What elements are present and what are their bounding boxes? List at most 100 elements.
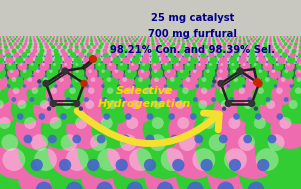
Circle shape bbox=[103, 40, 106, 43]
Circle shape bbox=[274, 42, 277, 46]
Circle shape bbox=[215, 49, 219, 53]
Circle shape bbox=[158, 56, 160, 57]
Circle shape bbox=[160, 67, 163, 70]
Circle shape bbox=[144, 36, 146, 38]
Circle shape bbox=[280, 36, 282, 38]
Circle shape bbox=[277, 38, 279, 40]
Circle shape bbox=[0, 36, 1, 38]
Circle shape bbox=[32, 87, 38, 94]
Circle shape bbox=[135, 52, 141, 58]
Circle shape bbox=[176, 52, 182, 58]
Circle shape bbox=[192, 36, 194, 38]
Circle shape bbox=[194, 135, 203, 143]
Circle shape bbox=[111, 52, 117, 58]
Circle shape bbox=[82, 61, 84, 63]
Circle shape bbox=[128, 69, 131, 73]
Circle shape bbox=[189, 38, 192, 40]
Circle shape bbox=[288, 38, 291, 40]
Circle shape bbox=[64, 42, 68, 46]
Circle shape bbox=[11, 40, 14, 43]
Circle shape bbox=[170, 77, 175, 82]
Circle shape bbox=[166, 74, 182, 90]
Circle shape bbox=[0, 45, 2, 49]
Circle shape bbox=[170, 38, 173, 40]
Circle shape bbox=[0, 67, 6, 79]
Circle shape bbox=[246, 45, 250, 49]
Circle shape bbox=[296, 77, 301, 82]
Circle shape bbox=[27, 77, 32, 82]
Circle shape bbox=[13, 87, 19, 94]
Circle shape bbox=[4, 45, 8, 49]
Circle shape bbox=[276, 113, 283, 120]
Circle shape bbox=[31, 134, 48, 151]
Circle shape bbox=[129, 148, 152, 171]
Circle shape bbox=[132, 38, 135, 40]
Circle shape bbox=[43, 61, 45, 63]
Circle shape bbox=[290, 84, 293, 88]
Circle shape bbox=[83, 56, 92, 64]
Circle shape bbox=[14, 42, 17, 46]
Circle shape bbox=[181, 56, 188, 64]
Circle shape bbox=[25, 56, 33, 64]
Circle shape bbox=[217, 182, 234, 189]
Circle shape bbox=[161, 36, 163, 38]
Circle shape bbox=[285, 69, 288, 73]
Circle shape bbox=[179, 49, 185, 53]
Circle shape bbox=[291, 40, 294, 43]
Circle shape bbox=[27, 56, 29, 57]
Circle shape bbox=[247, 40, 250, 43]
Circle shape bbox=[138, 67, 150, 79]
Circle shape bbox=[289, 42, 293, 46]
Point bbox=[237, 70, 242, 73]
Circle shape bbox=[111, 61, 113, 63]
Circle shape bbox=[63, 36, 65, 38]
Circle shape bbox=[119, 52, 125, 58]
Circle shape bbox=[185, 38, 188, 40]
Circle shape bbox=[121, 36, 123, 38]
Circle shape bbox=[254, 38, 256, 40]
Circle shape bbox=[88, 49, 94, 53]
Circle shape bbox=[0, 94, 18, 124]
Circle shape bbox=[166, 49, 170, 53]
Circle shape bbox=[228, 117, 240, 129]
Circle shape bbox=[97, 135, 106, 143]
Circle shape bbox=[280, 56, 282, 57]
Point bbox=[82, 82, 86, 85]
Circle shape bbox=[125, 113, 132, 120]
Circle shape bbox=[206, 69, 210, 73]
Circle shape bbox=[147, 113, 153, 120]
Circle shape bbox=[222, 45, 226, 49]
Circle shape bbox=[234, 83, 256, 105]
Circle shape bbox=[276, 63, 279, 66]
Circle shape bbox=[198, 74, 214, 90]
Circle shape bbox=[73, 61, 83, 71]
Circle shape bbox=[7, 40, 10, 43]
Circle shape bbox=[5, 67, 7, 70]
Circle shape bbox=[56, 38, 58, 40]
Circle shape bbox=[51, 40, 54, 43]
Circle shape bbox=[36, 56, 38, 57]
Circle shape bbox=[168, 113, 175, 120]
Circle shape bbox=[161, 56, 169, 64]
Circle shape bbox=[66, 97, 71, 102]
Circle shape bbox=[198, 56, 200, 57]
Circle shape bbox=[285, 61, 287, 63]
FancyArrowPatch shape bbox=[77, 111, 219, 144]
Circle shape bbox=[211, 97, 216, 102]
Circle shape bbox=[122, 45, 126, 49]
Circle shape bbox=[45, 38, 47, 40]
Circle shape bbox=[40, 36, 42, 38]
Circle shape bbox=[31, 159, 43, 171]
Circle shape bbox=[57, 36, 58, 38]
Circle shape bbox=[0, 38, 1, 40]
Circle shape bbox=[151, 36, 153, 38]
Circle shape bbox=[117, 36, 119, 38]
Circle shape bbox=[141, 36, 143, 38]
Circle shape bbox=[276, 36, 278, 38]
Circle shape bbox=[228, 49, 234, 53]
Circle shape bbox=[178, 36, 180, 38]
Circle shape bbox=[107, 40, 110, 43]
Circle shape bbox=[64, 56, 72, 64]
Circle shape bbox=[269, 38, 272, 40]
Circle shape bbox=[178, 61, 181, 63]
